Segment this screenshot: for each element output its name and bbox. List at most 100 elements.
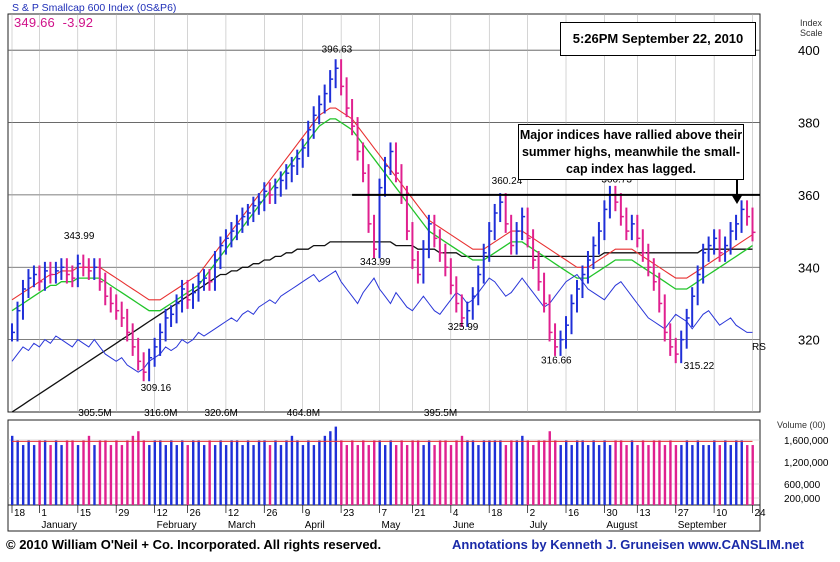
- volume-bar: [444, 440, 447, 505]
- date-tick-label: 18: [491, 508, 503, 519]
- date-tick-label: 12: [228, 508, 240, 519]
- volume-bar: [724, 440, 727, 505]
- rs-layer: [11, 270, 753, 373]
- index-symbol: (0S&P6): [136, 2, 177, 14]
- price-point-label: 315.22: [684, 361, 715, 372]
- volume-bar: [652, 440, 656, 505]
- volume-bar: [630, 440, 634, 505]
- volume-bar: [504, 445, 508, 505]
- volume-bar: [636, 445, 639, 505]
- price-point-label: 316.66: [541, 356, 572, 367]
- date-tick-label: 29: [118, 508, 130, 519]
- month-label: March: [228, 520, 256, 531]
- volume-bar: [208, 440, 211, 505]
- volume-bar: [597, 445, 601, 505]
- index-scale-label-2: Scale: [800, 28, 823, 38]
- volume-point-label: 320.6M: [204, 408, 237, 419]
- volume-bar: [482, 440, 486, 505]
- date-tick-label: 16: [568, 508, 580, 519]
- volume-bar: [543, 440, 546, 505]
- volume-bar: [713, 440, 716, 505]
- volume-bar: [449, 445, 453, 505]
- volume-bar: [394, 445, 398, 505]
- price-tick-label: 400: [798, 43, 820, 58]
- volume-bar: [570, 445, 573, 505]
- volume-bar: [751, 445, 754, 505]
- volume-bar: [532, 445, 535, 505]
- volume-bar: [224, 445, 228, 505]
- date-tick-label: 4: [453, 508, 459, 519]
- date-tick-label: 27: [678, 508, 690, 519]
- volume-bar: [175, 445, 178, 505]
- volume-point-label: 395.5M: [424, 408, 457, 419]
- volume-bar: [137, 431, 140, 505]
- volume-bar: [433, 445, 436, 505]
- last-price: 349.66: [14, 15, 55, 30]
- volume-bar: [647, 445, 650, 505]
- volume-bar: [488, 440, 491, 505]
- date-tick-label: 13: [639, 508, 651, 519]
- volume-bar: [263, 440, 266, 505]
- volume-bar: [334, 426, 338, 505]
- volume-bar: [663, 445, 667, 505]
- annotation-box: Major indices have rallied above their s…: [518, 124, 744, 180]
- volume-bar: [691, 445, 694, 505]
- volume-bar: [329, 431, 332, 505]
- volume-bar: [230, 440, 233, 505]
- volume-bar: [318, 440, 321, 505]
- volume-point-label: 316.0M: [144, 408, 177, 419]
- volume-bar: [674, 445, 678, 505]
- volume-bar: [356, 445, 359, 505]
- volume-bar: [49, 445, 52, 505]
- volume-bar: [592, 440, 595, 505]
- volume-bar: [197, 440, 200, 505]
- axis-ticks: 18 1 15 29 12 26 12 26 9 23 7 21 4 18 2 16 30 13 27 10 24 Jan…: [11, 505, 766, 531]
- volume-bar: [554, 440, 557, 505]
- volume-bar: [76, 445, 80, 505]
- annotation-credit: Annotations by Kenneth J. Gruneisen www.…: [452, 537, 804, 552]
- volume-bar: [65, 440, 69, 505]
- timestamp-box: 5:26PM September 22, 2010: [560, 22, 756, 56]
- volume-bar: [575, 440, 579, 505]
- volume-bar: [619, 440, 623, 505]
- volume-bar: [164, 445, 167, 505]
- volume-bar: [696, 440, 700, 505]
- ma50-layer: [11, 107, 753, 312]
- volume-bar: [400, 440, 403, 505]
- price-tick-label: 360: [798, 188, 820, 203]
- volume-bar: [680, 445, 683, 505]
- volume-bar: [93, 445, 96, 505]
- volume-bar: [27, 440, 30, 505]
- volume-bar: [477, 445, 480, 505]
- volume-bar: [548, 431, 551, 505]
- volume-bar: [537, 440, 540, 505]
- volume-bar: [290, 435, 294, 505]
- volume-bar: [515, 440, 519, 505]
- volume-bar: [384, 445, 387, 505]
- volume-bar: [71, 440, 74, 505]
- price-tick-label: 380: [798, 116, 820, 131]
- volume-bar: [186, 445, 189, 505]
- volume-bar: [252, 445, 255, 505]
- month-label: September: [678, 520, 728, 531]
- date-tick-label: 30: [606, 508, 618, 519]
- volume-bar: [159, 440, 162, 505]
- volume-bar: [466, 440, 469, 505]
- volume-bar: [405, 445, 409, 505]
- volume-bar: [54, 440, 58, 505]
- volume-bar: [274, 440, 277, 505]
- volume-bar: [109, 445, 113, 505]
- volume-bar: [345, 445, 349, 505]
- volume-bar: [378, 440, 381, 505]
- date-tick-label: 26: [190, 508, 202, 519]
- price-point-label: 396.63: [322, 44, 353, 55]
- volume-bar: [373, 440, 376, 505]
- volume-bar: [213, 445, 217, 505]
- volume-bar: [285, 440, 288, 505]
- volume-bar: [521, 435, 524, 505]
- date-tick-label: 10: [716, 508, 728, 519]
- volume-bar: [510, 440, 513, 505]
- volume-bar: [411, 440, 414, 505]
- date-tick-label: 12: [157, 508, 169, 519]
- volume-bar: [351, 440, 354, 505]
